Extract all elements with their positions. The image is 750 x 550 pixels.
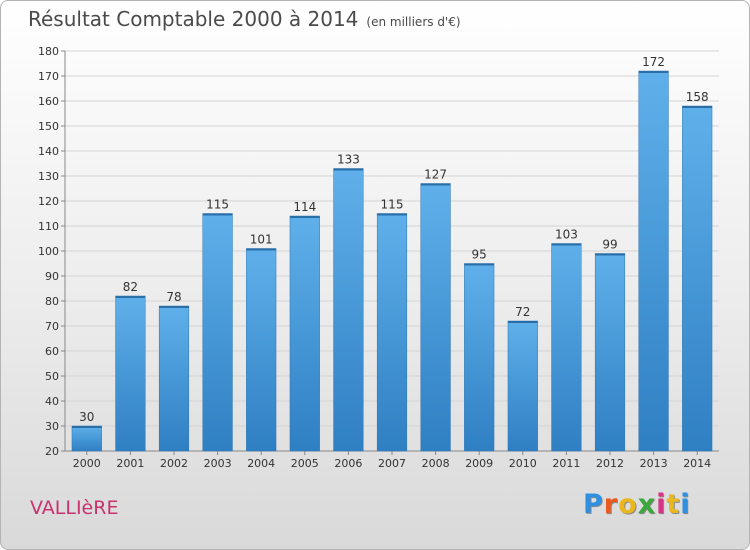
y-tick-label: 90 [45,270,59,283]
logo-letter: i [680,489,691,520]
y-tick-label: 30 [45,420,59,433]
x-tick-label: 2010 [509,457,537,470]
data-label: 114 [293,200,316,214]
chart-title: Résultat Comptable 2000 à 2014 (en millie… [28,7,461,31]
bar-2010 [507,320,538,452]
data-label: 103 [555,228,578,242]
bar-2004 [246,248,277,452]
x-tick-label: 2004 [247,457,275,470]
data-labels: 30 82 78 115 101 114 133 115 127 95 72 103 99 172 158 [79,55,708,424]
logo-letter: r [603,489,619,520]
bar-2011 [551,243,582,452]
data-label: 95 [472,248,487,262]
bar-cap [246,248,277,251]
bar-cap [638,71,669,73]
x-tick-label: 2006 [334,457,362,470]
bar-2000 [71,425,102,452]
y-tick-label: 170 [38,70,59,83]
data-label: 115 [206,198,229,212]
bar-2008 [420,183,451,452]
bar-2002 [158,305,190,452]
bar-cap [333,168,364,171]
x-tick-label: 2007 [378,457,406,470]
bars [71,70,713,452]
logo-letter: P [583,489,604,520]
data-label: 127 [424,168,447,182]
bar-2009 [464,263,495,452]
bar-2006 [333,168,364,452]
x-tick-label: 2001 [116,457,144,470]
y-tick-label: 100 [38,245,59,258]
data-label: 82 [123,280,138,294]
bar-cap [595,253,625,256]
chart-subtitle: (en milliers d'€) [366,15,461,29]
data-label: 30 [79,410,94,424]
x-tick-label: 2011 [552,457,580,470]
y-tick-label: 60 [45,345,59,358]
bar-2007 [376,213,408,452]
y-tick-label: 110 [38,220,59,233]
bar-cap [159,306,189,308]
logo-letter: t [666,489,681,520]
bar-cap [682,106,713,108]
commune-name: VALLIèRE [30,497,119,519]
data-label: 72 [515,305,530,319]
x-tick-label: 2003 [204,457,232,470]
y-tick-label: 150 [38,120,59,133]
bar-cap [420,183,451,186]
data-label: 78 [166,290,181,304]
bar-cap [115,296,146,298]
x-tick-label: 2002 [160,457,188,470]
data-label: 172 [642,55,665,69]
y-tick-label: 130 [38,170,59,183]
data-label: 99 [602,238,617,252]
bar-cap [71,426,102,428]
data-label: 101 [250,233,273,247]
bar-cap [202,213,233,216]
y-tick-label: 70 [45,320,59,333]
bar-2001 [115,295,146,452]
bar-cap [507,321,538,323]
data-label: 158 [686,90,709,104]
bar-cap [551,243,582,246]
x-tick-label: 2005 [291,457,319,470]
bar-cap [377,213,407,216]
y-tick-label: 140 [38,145,59,158]
bar-cap [464,263,495,266]
title-text: Résultat Comptable 2000 à 2014 [28,7,359,31]
x-tick-label: 2014 [683,457,711,470]
logo-letter: x [637,489,657,520]
bar-cap [289,216,320,218]
y-tick-label: 160 [38,95,59,108]
bar-2012 [594,253,626,452]
y-tick-label: 50 [45,370,59,383]
x-tick-label: 2013 [640,457,668,470]
x-tick-label: 2008 [422,457,450,470]
bar-2003 [202,213,233,452]
bar-2013 [638,70,669,452]
x-tick-label: 2009 [465,457,493,470]
x-tick-label: 2012 [596,457,624,470]
proxiti-logo[interactable]: Proxiti [583,489,691,520]
y-tick-label: 20 [45,445,59,458]
data-label: 115 [381,198,404,212]
bar-2014 [682,105,713,452]
logo-letter: i [656,489,667,520]
logo-letter: o [618,489,638,520]
bar-2005 [289,215,320,452]
y-tick-label: 120 [38,195,59,208]
y-tick-label: 80 [45,295,59,308]
y-tick-label: 40 [45,395,59,408]
y-tick-label: 180 [38,45,59,58]
x-tick-label: 2000 [73,457,101,470]
data-label: 133 [337,153,360,167]
